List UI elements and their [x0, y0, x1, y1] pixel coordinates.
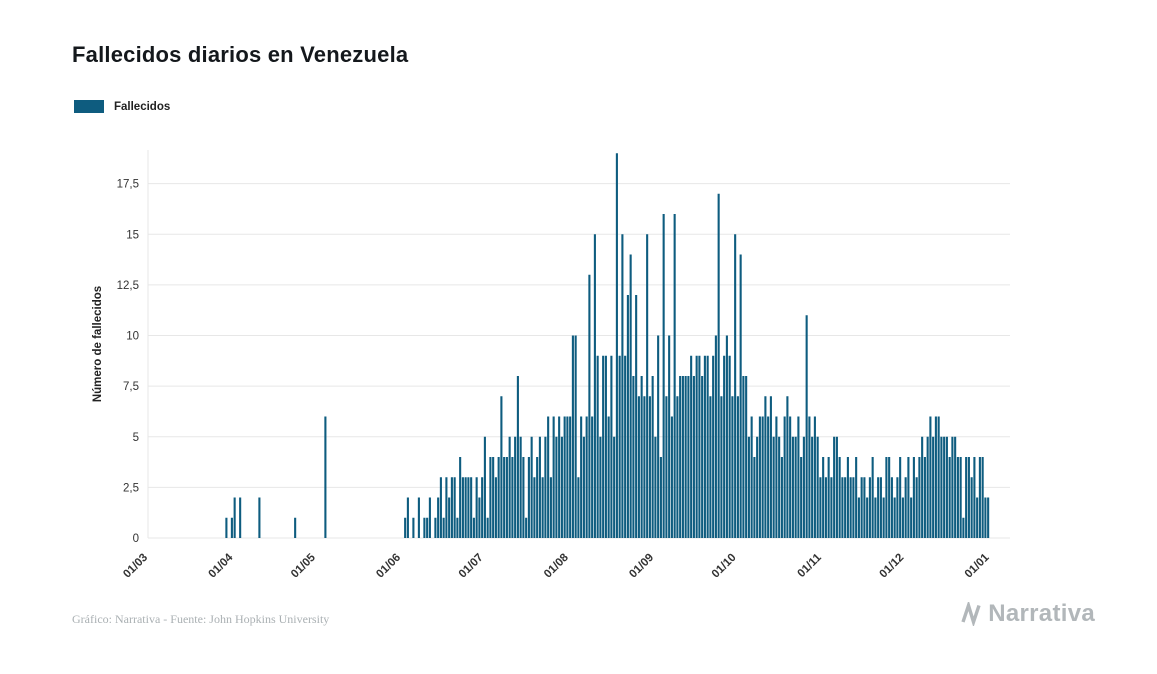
svg-text:01/10: 01/10 — [710, 552, 739, 581]
svg-text:01/12: 01/12 — [878, 552, 907, 581]
svg-text:2,5: 2,5 — [123, 482, 139, 494]
svg-text:10: 10 — [126, 331, 139, 343]
svg-text:01/08: 01/08 — [542, 551, 571, 580]
footer-credit: Gráfico: Narrativa - Fuente: John Hopkin… — [72, 612, 330, 626]
svg-text:01/06: 01/06 — [374, 552, 403, 581]
svg-text:01/04: 01/04 — [207, 551, 236, 580]
svg-text:01/07: 01/07 — [457, 552, 486, 581]
svg-text:5: 5 — [133, 432, 139, 444]
legend-swatch — [74, 100, 104, 113]
svg-text:01/05: 01/05 — [289, 551, 318, 580]
svg-text:01/09: 01/09 — [627, 552, 656, 581]
page-title: Fallecidos diarios en Venezuela — [72, 42, 409, 67]
svg-text:01/03: 01/03 — [121, 552, 150, 581]
svg-text:15: 15 — [126, 229, 139, 241]
svg-text:12,5: 12,5 — [117, 280, 139, 292]
narrativa-logo-icon — [961, 602, 981, 626]
svg-text:01/11: 01/11 — [795, 551, 824, 580]
svg-text:7,5: 7,5 — [123, 381, 139, 393]
svg-text:01/01: 01/01 — [963, 551, 992, 580]
legend: Fallecidos — [74, 100, 170, 113]
legend-label: Fallecidos — [114, 100, 171, 113]
svg-text:Número de fallecidos: Número de fallecidos — [92, 286, 104, 402]
svg-text:17,5: 17,5 — [117, 179, 139, 191]
narrativa-logo-text: Narrativa — [988, 600, 1095, 627]
narrativa-logo: Narrativa — [959, 600, 1095, 628]
svg-text:0: 0 — [133, 533, 139, 545]
